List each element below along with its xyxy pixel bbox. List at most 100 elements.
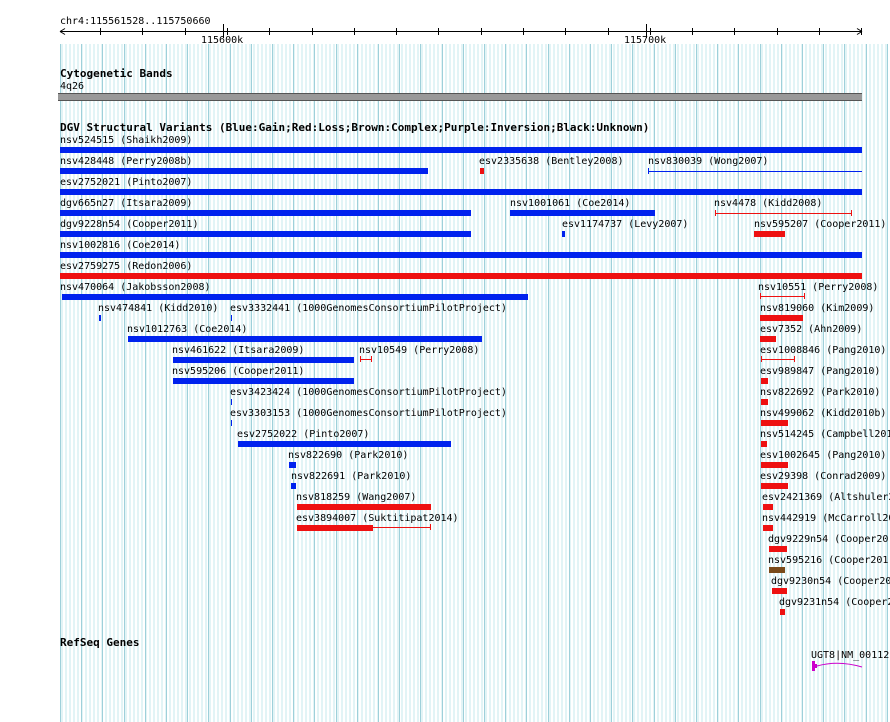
variant-label[interactable]: esv2752021 (Pinto2007) bbox=[60, 177, 193, 188]
variant-bar-gain[interactable] bbox=[231, 315, 232, 321]
variant-bar-gain[interactable] bbox=[60, 189, 862, 195]
ruler-tick-label: 115600k bbox=[201, 35, 244, 46]
variant-bar-loss[interactable] bbox=[297, 525, 373, 531]
variant-label[interactable]: esv7352 (Ahn2009) bbox=[760, 324, 863, 335]
variant-bar-loss[interactable] bbox=[373, 527, 431, 528]
variant-label[interactable]: esv2752022 (Pinto2007) bbox=[237, 429, 370, 440]
variant-bar-loss-end bbox=[794, 356, 795, 362]
variant-bar-loss[interactable] bbox=[480, 168, 484, 174]
variant-label[interactable]: nsv822691 (Park2010) bbox=[291, 471, 412, 482]
variant-label[interactable]: esv3894007 (Suktitipat2014) bbox=[296, 513, 459, 524]
variant-label[interactable]: nsv499062 (Kidd2010b) bbox=[760, 408, 887, 419]
variant-bar-gain[interactable] bbox=[173, 378, 354, 384]
variant-label[interactable]: nsv595216 (Cooper201 bbox=[768, 555, 889, 566]
variant-label[interactable]: nsv822690 (Park2010) bbox=[288, 450, 409, 461]
variant-label[interactable]: esv3423424 (1000GenomesConsortiumPilotPr… bbox=[230, 387, 507, 398]
variant-bar-loss[interactable] bbox=[60, 273, 862, 279]
cytoband-bar[interactable] bbox=[58, 93, 862, 101]
variant-bar-loss[interactable] bbox=[761, 462, 788, 468]
variant-bar-loss[interactable] bbox=[780, 609, 785, 615]
variant-bar-gain[interactable] bbox=[60, 252, 862, 258]
variant-bar-loss[interactable] bbox=[715, 213, 852, 214]
variant-label[interactable]: nsv514245 (Campbell201 bbox=[760, 429, 890, 440]
variant-label[interactable]: dgv665n27 (Itsara2009) bbox=[60, 198, 193, 209]
variant-label[interactable]: nsv442919 (McCarroll20 bbox=[762, 513, 890, 524]
variant-label[interactable]: esv3332441 (1000GenomesConsortiumPilotPr… bbox=[230, 303, 507, 314]
variant-label[interactable]: nsv819060 (Kim2009) bbox=[760, 303, 875, 314]
variant-bar-gain[interactable] bbox=[238, 441, 451, 447]
variant-label[interactable]: nsv461622 (Itsara2009) bbox=[172, 345, 305, 356]
variant-bar-loss[interactable] bbox=[760, 336, 776, 342]
cytoband-label: 4q26 bbox=[60, 81, 85, 92]
variant-bar-gain[interactable] bbox=[231, 420, 232, 426]
variant-label[interactable]: esv2421369 (Altshuler2 bbox=[762, 492, 890, 503]
variant-bar-loss[interactable] bbox=[760, 315, 803, 321]
variant-label[interactable]: nsv524515 (Shaikh2009) bbox=[60, 135, 193, 146]
variant-label[interactable]: nsv10549 (Perry2008) bbox=[359, 345, 480, 356]
variant-label[interactable]: esv2335638 (Bentley2008) bbox=[479, 156, 624, 167]
variant-bar-loss[interactable] bbox=[769, 546, 787, 552]
variant-bar-gain[interactable] bbox=[60, 147, 862, 153]
variant-label[interactable]: nsv1012763 (Coe2014) bbox=[127, 324, 248, 335]
variant-bar-loss[interactable] bbox=[761, 483, 788, 489]
variant-label[interactable]: dgv9231n54 (Cooper2 bbox=[779, 597, 890, 608]
variant-bar-gain[interactable] bbox=[231, 399, 232, 405]
variant-label[interactable]: nsv428448 (Perry2008b) bbox=[60, 156, 193, 167]
variant-bar-loss[interactable] bbox=[772, 588, 787, 594]
variant-label[interactable]: esv1002645 (Pang2010) bbox=[760, 450, 887, 461]
variant-bar-gain[interactable] bbox=[291, 483, 296, 489]
variant-label[interactable]: nsv595207 (Cooper2011) bbox=[754, 219, 887, 230]
variant-bar-loss[interactable] bbox=[760, 296, 805, 297]
variant-bar-gain[interactable] bbox=[60, 168, 428, 174]
variant-bar-gain[interactable] bbox=[99, 315, 101, 321]
variant-bar-gain[interactable] bbox=[62, 294, 528, 300]
variant-bar-loss-end bbox=[760, 293, 761, 299]
variant-label[interactable]: nsv1002816 (Coe2014) bbox=[60, 240, 181, 251]
variant-label[interactable]: nsv4478 (Kidd2008) bbox=[714, 198, 823, 209]
variant-bar-gain[interactable] bbox=[289, 462, 296, 468]
variant-label[interactable]: nsv10551 (Perry2008) bbox=[758, 282, 879, 293]
variant-bar-loss[interactable] bbox=[763, 525, 773, 531]
coordinate-label: chr4:115561528..115750660 bbox=[60, 16, 211, 27]
cytoband-track-title[interactable]: Cytogenetic Bands bbox=[60, 67, 173, 80]
variant-bar-loss[interactable] bbox=[761, 359, 795, 360]
variant-label[interactable]: nsv818259 (Wang2007) bbox=[296, 492, 417, 503]
variant-bar-gain[interactable] bbox=[173, 357, 354, 363]
gene-label[interactable]: UGT8|NM_00112 bbox=[811, 650, 890, 661]
variant-bar-gain[interactable] bbox=[60, 231, 471, 237]
variant-bar-gain[interactable] bbox=[510, 210, 655, 216]
variant-label[interactable]: nsv1001061 (Coe2014) bbox=[510, 198, 631, 209]
variant-label[interactable]: esv3303153 (1000GenomesConsortiumPilotPr… bbox=[230, 408, 507, 419]
variant-label[interactable]: esv1008846 (Pang2010) bbox=[760, 345, 887, 356]
variant-bar-loss[interactable] bbox=[360, 359, 372, 360]
variant-bar-gain[interactable] bbox=[128, 336, 482, 342]
gene-model[interactable] bbox=[810, 660, 890, 674]
variant-bar-gain[interactable] bbox=[649, 171, 862, 172]
variant-label[interactable]: dgv9230n54 (Cooper20 bbox=[771, 576, 890, 587]
variant-bar-loss[interactable] bbox=[761, 420, 788, 426]
refseq-track-title[interactable]: RefSeq Genes bbox=[60, 636, 140, 649]
variant-label[interactable]: nsv470064 (Jakobsson2008) bbox=[60, 282, 211, 293]
variant-bar-loss[interactable] bbox=[761, 399, 768, 405]
variant-label[interactable]: nsv830039 (Wong2007) bbox=[648, 156, 769, 167]
variant-label[interactable]: esv29398 (Conrad2009) bbox=[760, 471, 887, 482]
variant-label[interactable]: dgv9229n54 (Cooper20 bbox=[768, 534, 889, 545]
variant-bar-loss[interactable] bbox=[754, 231, 785, 237]
variant-bar-loss[interactable] bbox=[297, 504, 431, 510]
variant-bar-complex[interactable] bbox=[769, 567, 785, 573]
variant-label[interactable]: esv2759275 (Redon2006) bbox=[60, 261, 193, 272]
variant-label[interactable]: nsv595206 (Cooper2011) bbox=[172, 366, 305, 377]
variant-bar-loss-end bbox=[851, 210, 852, 216]
variant-bar-gain[interactable] bbox=[60, 210, 471, 216]
variant-label[interactable]: dgv9228n54 (Cooper2011) bbox=[60, 219, 199, 230]
variant-label[interactable]: esv1174737 (Levy2007) bbox=[562, 219, 689, 230]
variant-bar-loss[interactable] bbox=[763, 504, 773, 510]
variant-bar-loss[interactable] bbox=[761, 441, 767, 447]
variant-bar-loss[interactable] bbox=[761, 378, 768, 384]
variant-bar-gain[interactable] bbox=[562, 231, 565, 237]
variant-bar-loss-end bbox=[761, 356, 762, 362]
variant-label[interactable]: esv989847 (Pang2010) bbox=[760, 366, 881, 377]
dgv-track-title[interactable]: DGV Structural Variants (Blue:Gain;Red:L… bbox=[60, 121, 650, 134]
variant-label[interactable]: nsv822692 (Park2010) bbox=[760, 387, 881, 398]
variant-label[interactable]: nsv474841 (Kidd2010) bbox=[98, 303, 219, 314]
